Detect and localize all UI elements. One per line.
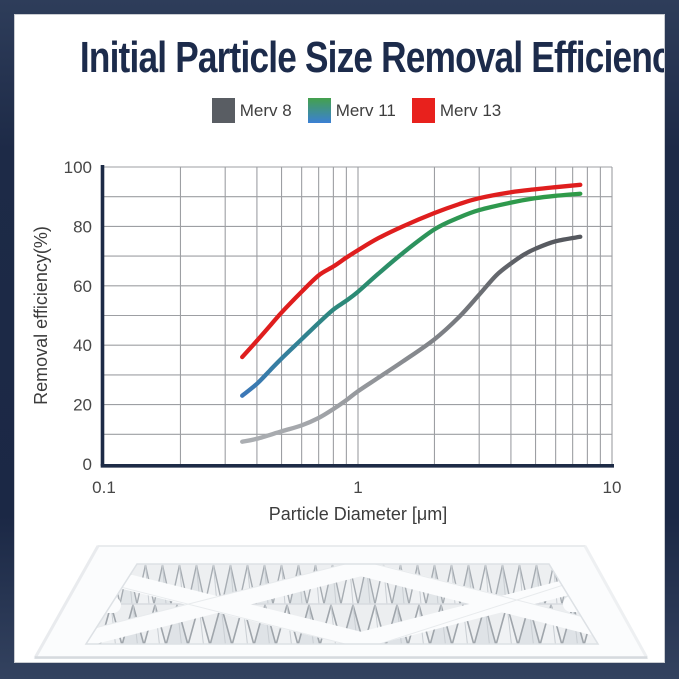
air-filter-image <box>33 545 649 659</box>
legend-item-merv11: Merv 11 <box>307 98 396 123</box>
y-tick-label: 40 <box>73 336 92 355</box>
y-tick-label: 80 <box>73 217 92 236</box>
chart-legend: Merv 8 Merv 11 Merv 13 <box>32 98 664 123</box>
x-tick-label: 10 <box>603 478 622 497</box>
y-axis-label: Removal efficiency(%) <box>31 226 51 405</box>
legend-label: Merv 11 <box>335 100 396 120</box>
page-title: Initial Particle Size Removal Efficiency <box>79 33 665 82</box>
axes <box>100 165 614 468</box>
line-chart: 0 20 40 60 80 100 0.1 1 10 Particle Diameter [μm]… <box>31 158 621 524</box>
grid-lines <box>104 166 613 464</box>
x-tick-label: 1 <box>353 478 362 497</box>
merv8-swatch-icon <box>211 98 235 123</box>
y-tick-label: 100 <box>64 158 92 177</box>
merv13-swatch-icon <box>411 98 435 123</box>
legend-label: Merv 8 <box>239 100 292 120</box>
merv11-swatch-icon <box>307 98 331 123</box>
series-line-merv11 <box>240 191 583 398</box>
y-tick-label: 60 <box>73 277 92 296</box>
y-tick-label: 0 <box>83 455 92 474</box>
series-line-merv8 <box>240 234 583 444</box>
legend-item-merv8: Merv 8 <box>211 98 292 123</box>
y-tick-label: 20 <box>73 396 92 415</box>
legend-label: Merv 13 <box>439 100 502 120</box>
x-tick-label: 0.1 <box>92 478 116 497</box>
content-card: Initial Particle Size Removal Efficiency… <box>14 14 665 663</box>
tick-labels: 0 20 40 60 80 100 0.1 1 10 <box>64 158 622 497</box>
x-axis-label: Particle Diameter [μm] <box>269 504 447 524</box>
legend-item-merv13: Merv 13 <box>411 98 502 123</box>
series-line-merv13 <box>240 182 583 360</box>
